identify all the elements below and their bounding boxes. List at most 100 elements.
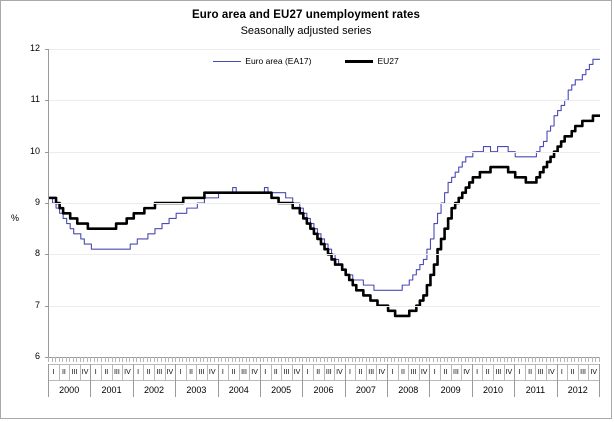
x-minor-tick [157,357,159,362]
x-minor-tick [291,357,293,362]
y-tick-mark-10 [45,151,49,153]
x-minor-tick [178,357,180,362]
gridline-9 [49,203,600,204]
x-minor-tick [199,357,201,362]
x-minor-tick [397,357,399,362]
x-minor-tick [531,357,533,362]
x-quarter-label: II [146,369,151,376]
x-quarter-separator [482,364,484,380]
x-quarter-separator [450,364,452,380]
x-minor-tick [150,357,152,362]
x-minor-tick [383,357,385,362]
y-tick-mark-11 [45,100,49,102]
x-quarter-label: III [453,369,459,376]
x-quarter-separator [228,364,230,380]
x-minor-tick [443,357,445,362]
x-minor-tick [595,357,597,362]
x-quarter-separator [58,364,60,380]
x-quarter-label: I [518,369,521,376]
x-quarter-separator [461,364,463,380]
x-minor-tick [288,357,290,362]
x-year-label-2011: 2011 [525,385,546,395]
y-tick-label-9: 9 [34,197,40,207]
gridline-12 [49,49,600,50]
x-quarter-separator [238,364,240,380]
x-axis: I II III IV 2000 I II III IV 2001 I II III IV 2002 I II I… [48,357,600,401]
x-minor-tick [588,357,590,362]
x-quarter-label: III [71,369,78,376]
x-minor-tick [457,357,459,362]
x-minor-tick [535,357,537,362]
x-minor-tick [432,357,434,362]
x-year-separator [175,364,177,397]
x-quarter-separator [588,364,590,380]
x-minor-tick [319,357,321,362]
x-quarter-separator [397,364,399,380]
x-minor-tick [192,357,194,362]
x-minor-tick [577,357,579,362]
x-minor-tick [312,357,314,362]
x-minor-tick [245,357,247,362]
x-year-label-2010: 2010 [483,385,504,395]
legend-swatch-eu27-icon [345,59,374,63]
x-minor-tick [390,357,392,362]
x-minor-tick [362,357,364,362]
x-minor-tick [238,357,240,362]
y-tick-mark-8 [45,254,49,256]
x-minor-tick [86,357,88,362]
x-quarter-separator [440,364,442,380]
x-quarter-separator [281,364,283,380]
x-quarter-separator [323,364,325,380]
x-minor-tick [524,357,526,362]
x-minor-tick [316,357,318,362]
x-minor-tick [132,357,134,362]
legend-item-eu27[interactable]: EU27 [345,57,399,66]
x-minor-tick [542,357,544,362]
x-quarter-label: I [52,369,55,376]
x-minor-tick [129,357,131,362]
x-quarter-label: IV [251,369,258,376]
x-minor-tick [266,357,268,362]
x-minor-tick [224,357,226,362]
legend-swatch-euro-area-icon [213,60,242,62]
x-quarter-label: III [241,369,247,376]
x-year-separator [259,364,261,397]
x-quarter-separator [100,364,102,380]
x-minor-tick [72,357,74,362]
x-minor-tick [411,357,413,362]
x-minor-tick [376,357,378,362]
x-year-separator [302,364,304,397]
x-minor-tick [281,357,283,362]
x-minor-tick [344,357,346,362]
y-tick-label-11: 11 [30,94,40,105]
x-minor-tick [478,357,480,362]
x-quarter-label: II [570,369,575,376]
x-quarter-separator [291,364,293,380]
y-tick-label-6: 6 [34,351,40,361]
legend-item-euro-area[interactable]: Euro area (EA17) [213,57,311,66]
x-quarter-label: IV [463,369,470,376]
chart-title: Euro area and EU27 unemployment rates [191,9,421,21]
x-quarter-label: I [476,369,479,376]
x-quarter-separator [577,364,579,380]
x-minor-tick [599,357,600,362]
x-quarter-label: I [433,369,436,376]
gridline-7 [49,305,600,307]
x-quarter-label: III [198,369,205,376]
x-minor-tick [422,357,424,362]
y-tick-mark-6 [45,357,49,358]
x-quarter-label: III [325,369,332,376]
x-quarter-separator [196,364,198,380]
x-minor-tick [553,357,555,362]
x-minor-tick [235,357,237,362]
x-minor-tick [48,357,49,362]
x-minor-tick [496,357,498,362]
x-quarter-label: I [179,369,182,376]
x-year-label-2012: 2012 [567,385,588,395]
y-tick-mark-12 [45,49,49,50]
x-quarter-label: III [410,369,417,376]
x-quarter-label: II [485,369,490,376]
x-minor-tick [259,357,261,362]
x-minor-tick [55,357,57,362]
x-minor-tick [284,357,286,362]
